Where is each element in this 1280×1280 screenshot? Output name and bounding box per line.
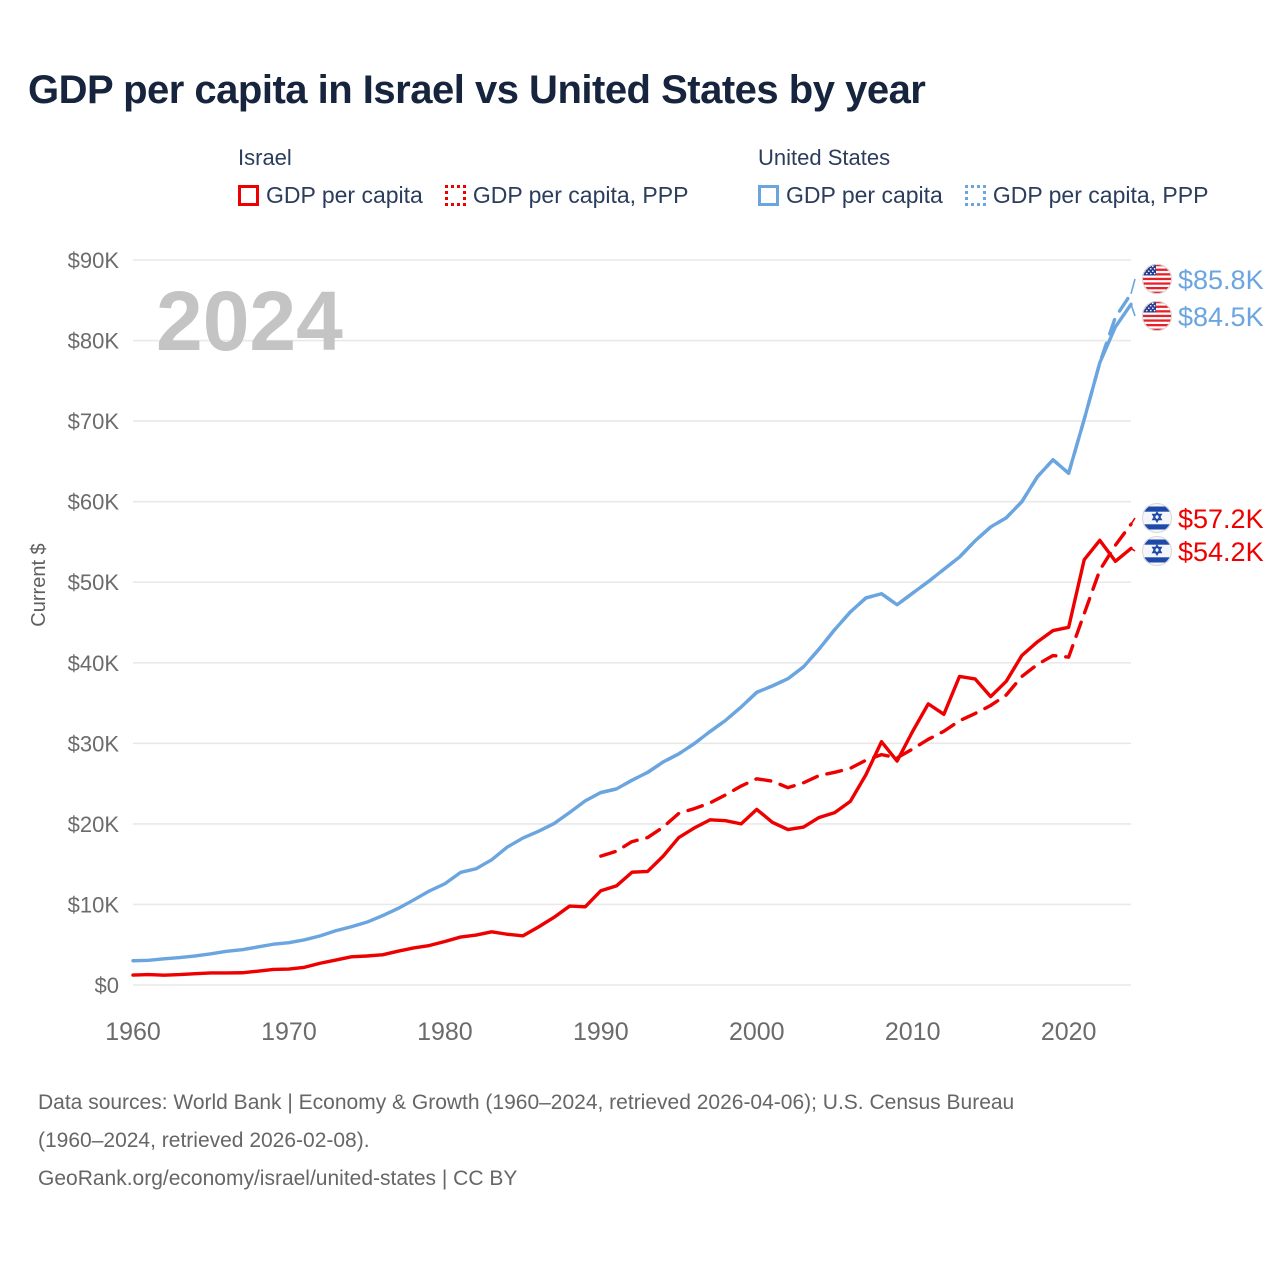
legend-item-us-gdp-ppp[interactable]: GDP per capita, PPP xyxy=(964,182,1209,209)
legend-group-title-united-states: United States xyxy=(758,145,891,170)
y-axis-tick-label: $0 xyxy=(95,973,119,998)
y-axis-tick-labels: $0 $10K $20K $30K $40K $50K $60K $70K $80K $90K xyxy=(68,248,120,998)
x-axis-tick-label: 2000 xyxy=(729,1018,785,1046)
legend-item-us-gdp[interactable]: GDP per capita xyxy=(758,182,943,209)
legend-item-israel-gdp-ppp[interactable]: GDP per capita, PPP xyxy=(444,182,689,209)
y-axis-tick-label: $90K xyxy=(68,248,120,273)
legend-label-israel-gdp-ppp: GDP per capita, PPP xyxy=(472,182,689,208)
legend-label-us-gdp-ppp: GDP per capita, PPP xyxy=(992,182,1209,208)
chart-legend: Israel GDP per capita GDP per capita, PP… xyxy=(238,144,1258,218)
legend-row-united-states: GDP per capita GDP per capita, PPP xyxy=(758,182,1230,209)
end-label-value: $84.5K xyxy=(1178,302,1264,332)
israel-flag-icon xyxy=(1142,503,1172,533)
israel-flag-icon xyxy=(1142,536,1172,566)
us-flag-icon xyxy=(1142,301,1172,331)
us-flag-icon xyxy=(1142,264,1172,294)
y-axis-tick-label: $10K xyxy=(68,892,120,917)
end-label-value: $57.2K xyxy=(1178,504,1264,534)
x-axis-tick-label: 1990 xyxy=(573,1018,629,1046)
series-line-united-states-gdp-per-capita-ppp xyxy=(599,292,1133,795)
x-axis-tick-label: 2020 xyxy=(1041,1018,1097,1046)
series-line-israel-gdp-per-capita xyxy=(131,538,1133,977)
y-axis-tick-label: $60K xyxy=(68,490,120,515)
y-axis-tick-label: $30K xyxy=(68,731,120,756)
y-axis-tick-label: $50K xyxy=(68,570,120,595)
x-axis-tick-label: 1970 xyxy=(261,1018,317,1046)
y-axis-title: Current $ xyxy=(28,543,50,626)
dashed-line-swatch-icon xyxy=(444,185,466,206)
end-label-value: $85.8K xyxy=(1178,265,1264,295)
footer-line-2: (1960–2024, retrieved 2026-02-08). xyxy=(38,1129,370,1152)
end-label-value: $54.2K xyxy=(1178,537,1264,567)
series-line-united-states-gdp-per-capita xyxy=(131,302,1133,963)
page-title: GDP per capita in Israel vs United State… xyxy=(28,68,926,112)
y-axis-tick-label: $20K xyxy=(68,812,120,837)
y-axis-tick-label: $70K xyxy=(68,409,120,434)
legend-group-united-states: United States GDP per capita GDP per cap… xyxy=(758,144,1230,209)
chart-series-lines xyxy=(131,292,1133,977)
legend-label-us-gdp: GDP per capita xyxy=(786,182,943,208)
x-axis-tick-label: 1960 xyxy=(105,1018,161,1046)
footer-source-link[interactable]: GeoRank.org/economy/israel/united-states… xyxy=(38,1167,518,1190)
legend-group-title-israel: Israel xyxy=(238,145,292,170)
solid-line-swatch-icon xyxy=(758,185,779,206)
end-label-leader-line xyxy=(1130,547,1136,552)
year-watermark: 2024 xyxy=(156,274,343,368)
legend-label-israel-gdp: GDP per capita xyxy=(266,182,423,208)
legend-row-israel: GDP per capita GDP per capita, PPP xyxy=(238,182,710,209)
legend-group-israel: Israel GDP per capita GDP per capita, PP… xyxy=(238,144,710,209)
y-axis-tick-label: $40K xyxy=(68,651,120,676)
end-label-leader-line xyxy=(1130,517,1136,525)
x-axis-tick-label: 2010 xyxy=(885,1018,941,1046)
y-axis-tick-label: $80K xyxy=(68,329,120,354)
solid-line-swatch-icon xyxy=(238,185,259,206)
footer-line-1: Data sources: World Bank | Economy & Gro… xyxy=(38,1091,1015,1114)
series-line-israel-gdp-per-capita-ppp xyxy=(599,522,1133,858)
chart-end-labels: $85.8K $84.5K $57.2K$54.2K xyxy=(1130,264,1264,567)
dashed-line-swatch-icon xyxy=(964,185,986,206)
footer-attribution: Data sources: World Bank | Economy & Gro… xyxy=(38,1086,1253,1196)
x-axis-tick-labels: 1960 1970 1980 1990 2000 2010 2020 xyxy=(105,1018,1096,1046)
x-axis-tick-label: 1980 xyxy=(417,1018,473,1046)
legend-item-israel-gdp[interactable]: GDP per capita xyxy=(238,182,423,209)
end-label-leader-line xyxy=(1130,278,1136,295)
chart-gridlines xyxy=(133,259,1131,986)
end-label-leader-line xyxy=(1130,304,1136,317)
